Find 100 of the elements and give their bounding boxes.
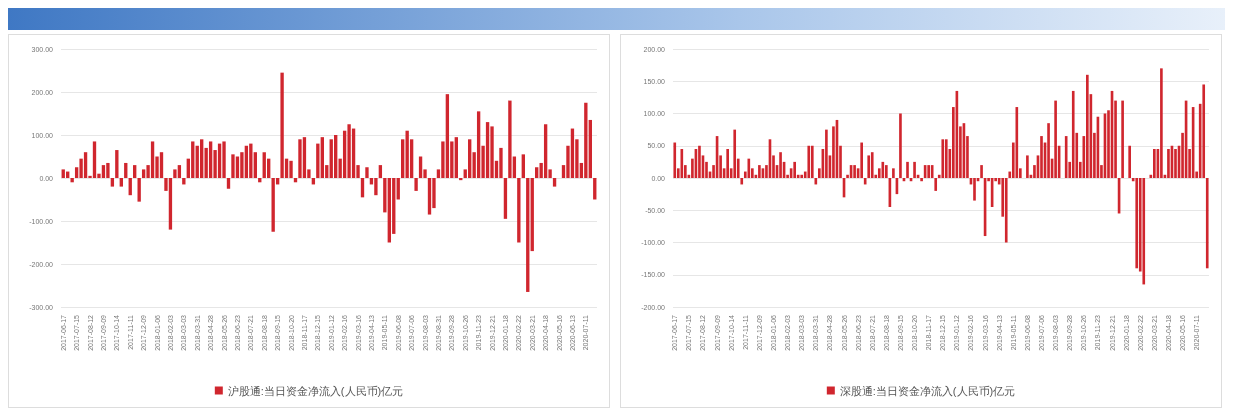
bar (1167, 148, 1170, 178)
bar (115, 150, 119, 178)
bar (329, 139, 333, 178)
bar (101, 165, 106, 178)
bar (226, 178, 231, 189)
bar (1064, 136, 1068, 178)
bar (680, 148, 684, 178)
bar (517, 178, 521, 243)
bar (867, 155, 871, 178)
bar (445, 94, 450, 178)
bar (1121, 100, 1124, 178)
bar (885, 165, 888, 178)
bar (222, 141, 226, 178)
legend-label: 沪股通:当日资金净流入(人民币)亿元 (227, 384, 404, 397)
bar (758, 165, 761, 178)
bar (899, 113, 902, 178)
bar (800, 174, 804, 178)
bar (810, 145, 814, 178)
bar (92, 141, 97, 178)
bar (980, 165, 983, 178)
bar (1174, 148, 1177, 178)
bar (271, 178, 275, 232)
bar (298, 139, 302, 178)
bar (584, 102, 588, 178)
bar (173, 169, 177, 178)
bar (906, 161, 909, 178)
bar (387, 178, 391, 243)
bar (733, 129, 737, 178)
bar (490, 126, 494, 178)
bar (396, 178, 400, 200)
bar (552, 178, 557, 187)
bar (262, 152, 266, 178)
bar (320, 137, 324, 178)
bar (302, 137, 307, 178)
bar (485, 122, 490, 178)
bar (807, 145, 811, 178)
bar (1160, 68, 1163, 178)
bar (110, 178, 115, 187)
bar (182, 178, 186, 185)
bar (920, 178, 923, 182)
bar (150, 141, 155, 178)
bar (191, 141, 195, 178)
bar (1071, 90, 1075, 178)
bar (119, 178, 123, 187)
bar (747, 158, 751, 178)
bar (1202, 84, 1206, 178)
bar (405, 130, 409, 178)
bar (137, 178, 141, 202)
bar (503, 178, 508, 219)
bar (1135, 178, 1139, 269)
bar (860, 142, 863, 178)
bar (944, 139, 948, 178)
bar (593, 178, 597, 200)
bar (1040, 136, 1043, 178)
bar (934, 178, 938, 191)
bar (454, 137, 458, 178)
bar (870, 152, 874, 178)
bar (374, 178, 378, 196)
bar (1047, 123, 1050, 178)
bar (159, 152, 164, 178)
legend-label: 深股通:当日资金净流入(人民币)亿元 (839, 384, 1016, 397)
bar (414, 178, 418, 191)
bar (427, 178, 432, 215)
bar (1153, 148, 1156, 178)
bar (779, 152, 782, 178)
bar (726, 148, 729, 178)
bar (913, 161, 916, 178)
bar (892, 168, 895, 178)
bar (1026, 155, 1029, 178)
bar (973, 178, 976, 201)
bar (208, 141, 213, 178)
bar (793, 161, 796, 178)
bar (106, 162, 110, 178)
bar (535, 167, 539, 178)
bar (930, 165, 934, 178)
bar (468, 139, 472, 178)
bar (378, 165, 383, 178)
bar (141, 169, 146, 178)
bar (476, 111, 481, 178)
bar (289, 160, 293, 178)
bar (280, 72, 284, 178)
bar (521, 154, 525, 178)
bar (1142, 178, 1146, 285)
bar (70, 178, 74, 183)
bar (177, 165, 182, 178)
bar (334, 135, 338, 178)
bar (853, 165, 856, 178)
bar (249, 143, 253, 178)
bar (124, 162, 128, 178)
bar (1205, 178, 1209, 269)
bar (526, 178, 530, 292)
bar (673, 142, 677, 178)
bar (863, 178, 867, 185)
bar (168, 178, 173, 230)
bar (365, 167, 369, 178)
bar (1004, 178, 1008, 243)
bar (231, 154, 235, 178)
bar (83, 152, 88, 178)
bar (698, 145, 701, 178)
bar (1054, 100, 1057, 178)
